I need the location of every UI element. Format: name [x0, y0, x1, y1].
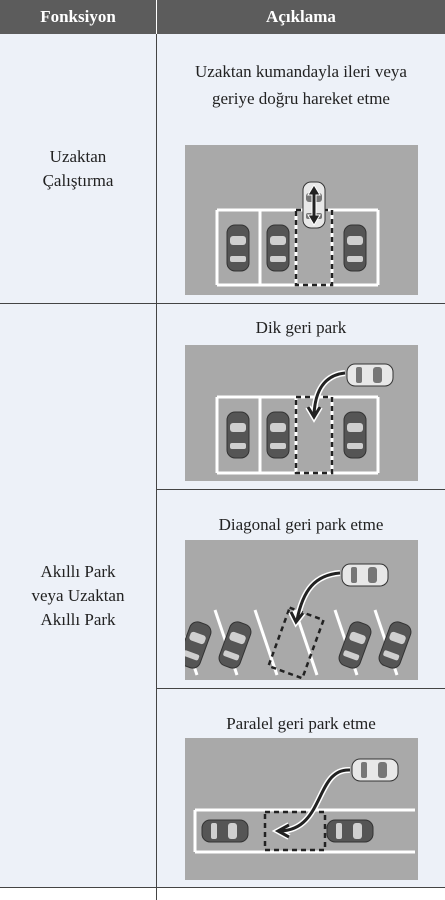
car-part [343, 824, 352, 838]
car [378, 621, 412, 669]
car [338, 621, 372, 669]
car-part [230, 423, 246, 432]
car-part [230, 236, 246, 245]
car-part [336, 823, 342, 839]
function-text: Uzaktan Çalıştırma [42, 146, 114, 190]
car-part [230, 443, 246, 449]
car-part [348, 246, 362, 255]
row-divider [0, 303, 445, 304]
car-part [185, 650, 200, 661]
car-part [347, 423, 363, 432]
car-part [389, 631, 406, 645]
car-part [361, 762, 367, 778]
function-cell: Akıllı Park veya Uzaktan Akıllı Park [0, 304, 156, 887]
function-cell: Uzaktan Çalıştırma [0, 34, 156, 303]
description: Dik geri park [255, 318, 347, 337]
car-part [343, 650, 360, 661]
car-part [347, 443, 363, 449]
column-divider [156, 34, 157, 900]
car-part [270, 423, 286, 432]
car [343, 224, 367, 272]
car-part [349, 631, 366, 645]
car [266, 224, 290, 272]
car-part [231, 433, 245, 442]
arrow [289, 571, 341, 625]
car [326, 819, 374, 843]
car-part [368, 567, 377, 583]
car-part [231, 246, 245, 255]
description: Paralel geri park etme [226, 714, 376, 733]
car [226, 224, 250, 272]
car [343, 411, 367, 459]
car [226, 411, 250, 459]
function-text: Akıllı Park veya Uzaktan Akıllı Park [31, 561, 125, 629]
move-arrow [307, 184, 321, 226]
car [341, 563, 389, 587]
car [346, 363, 394, 387]
illustration [185, 345, 418, 481]
car-part [353, 823, 362, 839]
car-part [346, 640, 363, 654]
header-text: Fonksiyon [40, 7, 116, 26]
car-part [351, 567, 357, 583]
car-part [186, 640, 203, 654]
car [201, 819, 249, 843]
header-cell: Fonksiyon [0, 0, 156, 34]
header-cell: Açıklama [157, 0, 445, 34]
illustration [185, 540, 418, 680]
bay-line [253, 609, 279, 676]
car-part [218, 824, 227, 838]
car-part [230, 256, 246, 262]
car-part [189, 631, 206, 645]
car-part [228, 823, 237, 839]
car-part [271, 433, 285, 442]
header-text: Açıklama [266, 7, 336, 26]
car [351, 758, 399, 782]
car-part [363, 368, 372, 382]
car-part [373, 367, 382, 383]
car-part [270, 236, 286, 245]
car-part [271, 246, 285, 255]
description: Uzaktan kumandayla ileri veya geriye doğ… [195, 62, 407, 108]
car-part [348, 433, 362, 442]
car-part [368, 763, 377, 777]
illustration [185, 738, 418, 880]
car-part [358, 568, 367, 582]
car-part [229, 631, 246, 645]
description: Diagonal geri park etme [218, 515, 384, 534]
car-part [226, 640, 243, 654]
car [218, 621, 252, 669]
car-part [383, 650, 400, 661]
arrow [274, 768, 351, 839]
row-divider [157, 489, 445, 490]
row-divider [0, 887, 445, 888]
car-part [347, 256, 363, 262]
car-part [378, 762, 387, 778]
arrow [306, 371, 346, 420]
car [266, 411, 290, 459]
row-divider [157, 688, 445, 689]
car [185, 621, 212, 669]
car-part [223, 650, 240, 661]
car-part [270, 256, 286, 262]
car-part [356, 367, 362, 383]
illustration [185, 145, 418, 295]
target-bay [266, 606, 326, 680]
car-part [211, 823, 217, 839]
car-part [386, 640, 403, 654]
target-bay [263, 810, 327, 852]
car-part [270, 443, 286, 449]
car-part [347, 236, 363, 245]
